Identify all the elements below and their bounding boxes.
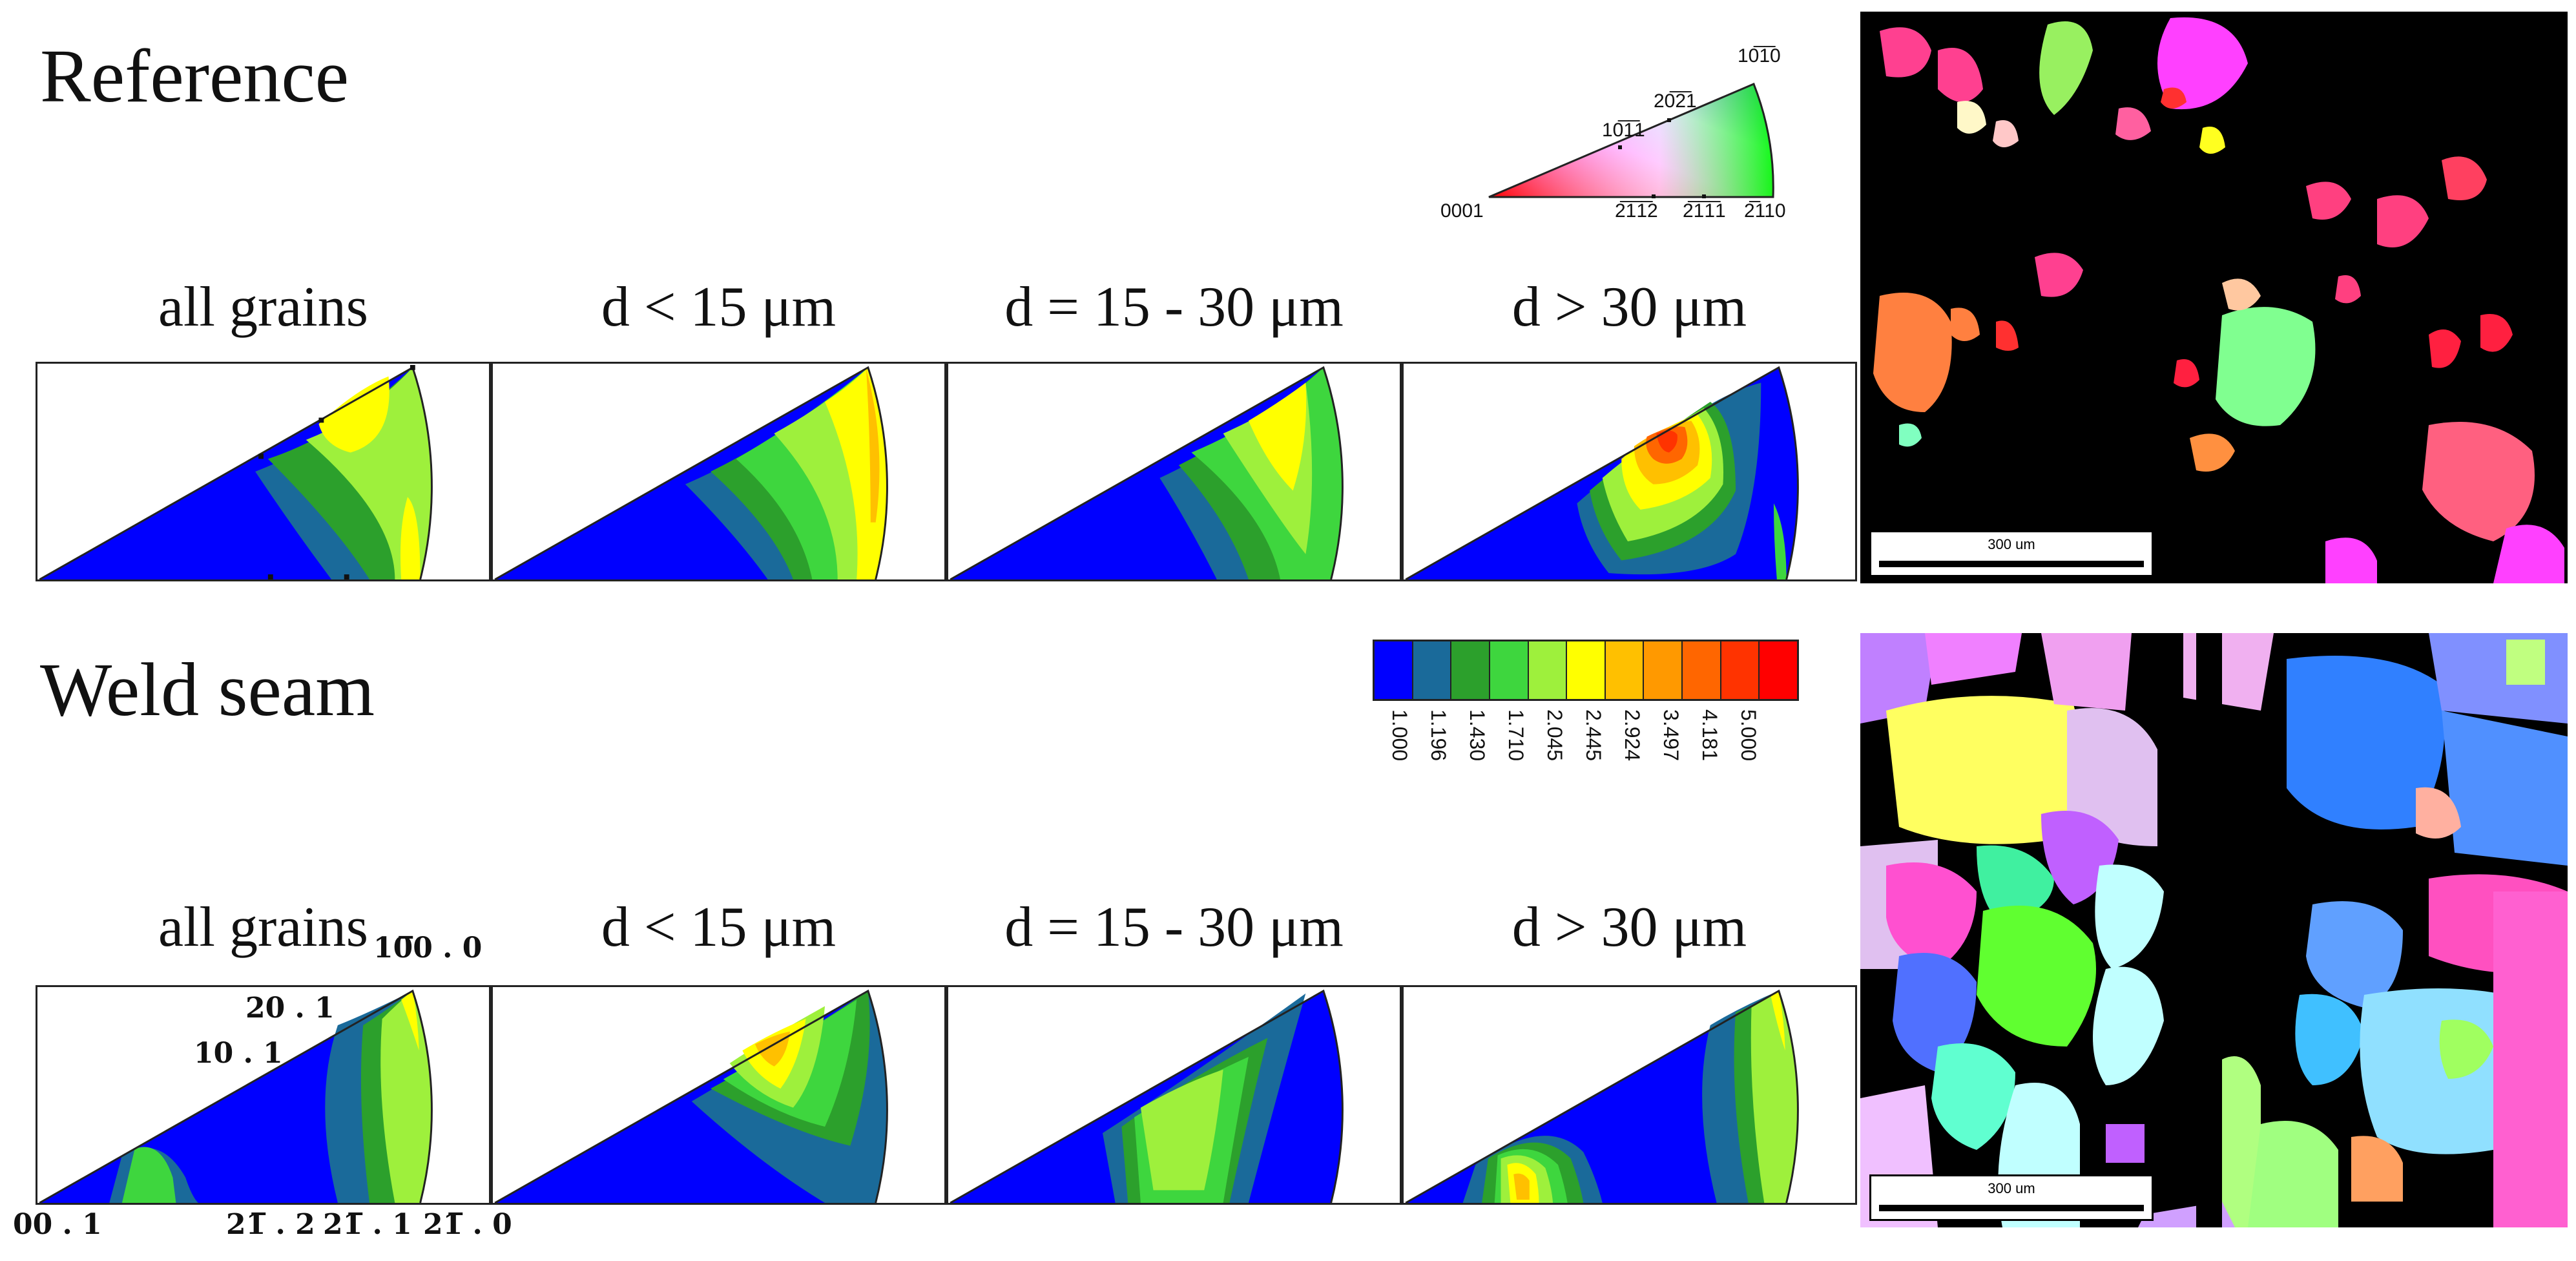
weld-ipf-all-grains: [36, 985, 491, 1205]
weld-label-gt30: d > 30 μm: [1511, 896, 1747, 959]
key-corner-origin: 0001: [1440, 200, 1484, 222]
legend-color-cell: [1451, 641, 1490, 699]
key-pole-label-2: 10̅1̅1: [1602, 120, 1645, 141]
legend-color-cell: [1490, 641, 1529, 699]
key-corner-top: 10̅1̅0: [1738, 45, 1781, 67]
ref-label-all-grains: all grains: [158, 276, 368, 339]
legend-color-cell: [1605, 641, 1645, 699]
weld-seam-title: Weld seam: [40, 647, 375, 732]
legend-value-label: 1.000: [1388, 709, 1411, 762]
legend-value-label: 3.497: [1659, 709, 1683, 762]
legend-value-label: 2.445: [1582, 709, 1605, 762]
reference-scale-bar: 300 um: [1869, 530, 2154, 577]
weld-axis-label-pole-1: 10 . 1: [194, 1037, 283, 1070]
weld-label-15-30: d = 15 - 30 μm: [1004, 896, 1344, 959]
legend-color-cell: [1644, 641, 1683, 699]
ref-ipf-gt30: [1402, 362, 1857, 581]
legend-color-cell: [1413, 641, 1452, 699]
legend-color-cell: [1567, 641, 1606, 699]
legend-color-cell: [1760, 641, 1798, 699]
legend-color-cell: [1375, 641, 1413, 699]
weld-ipf-lt15: [491, 985, 946, 1205]
weld-axis-label-origin: 00 . 1: [13, 1208, 102, 1241]
key-pole-label-4: 2̅1̅1̅1: [1683, 200, 1726, 222]
weld-ipf-gt30: [1402, 985, 1857, 1205]
legend-color-cell: [1528, 641, 1568, 699]
key-corner-bottom-right: 2̅110: [1744, 200, 1786, 222]
legend-value-label: 1.430: [1466, 709, 1489, 762]
weld-axis-label-bottom-3: 21̅ . 0: [423, 1208, 512, 1241]
weld-scale-label: 300 um: [1988, 1180, 2035, 1196]
ref-ipf-all-grains: [36, 362, 491, 581]
weld-axis-label-top: 10̅0 . 0: [373, 932, 483, 964]
legend-value-label: 5.000: [1737, 709, 1760, 762]
legend-value-label: 2.924: [1621, 709, 1644, 762]
ref-ipf-lt15: [491, 362, 946, 581]
legend-color-cell: [1721, 641, 1760, 699]
weld-axis-label-bottom-2: 21̅ . 1: [323, 1208, 412, 1241]
ref-ipf-15-30: [946, 362, 1402, 581]
ref-label-gt30: d > 30 μm: [1511, 276, 1747, 339]
ref-label-15-30: d = 15 - 30 μm: [1004, 276, 1344, 339]
reference-ebsd-map: 300 um: [1860, 12, 2568, 583]
weld-label-lt15: d < 15 μm: [601, 896, 836, 959]
legend-value-label: 1.196: [1427, 709, 1450, 762]
legend-value-label: 2.045: [1543, 709, 1566, 762]
weld-ipf-15-30: [946, 985, 1402, 1205]
weld-axis-label-bottom-1: 21̅ . 2: [226, 1208, 315, 1241]
ref-label-lt15: d < 15 μm: [601, 276, 836, 339]
weld-axis-label-pole-2: 20 . 1: [245, 992, 335, 1025]
weld-ebsd-map: 300 um: [1860, 633, 2568, 1227]
reference-scale-label: 300 um: [1988, 536, 2035, 552]
key-pole-label-3: 2̅1̅1̅2: [1615, 200, 1658, 222]
key-pole-label-1: 20̅2̅1: [1654, 90, 1697, 112]
intensity-legend-values: 1.000 1.196 1.430 1.710 2.045 2.445 2.924 3.497…: [1373, 704, 1799, 801]
legend-value-label: 1.710: [1504, 709, 1528, 762]
legend-color-cell: [1683, 641, 1721, 699]
ipf-color-key: [1488, 83, 1774, 198]
intensity-legend: [1373, 640, 1799, 701]
weld-label-all-grains: all grains: [158, 896, 368, 959]
weld-scale-bar: 300 um: [1869, 1174, 2154, 1221]
legend-value-label: 4.181: [1698, 709, 1721, 762]
reference-title: Reference: [40, 34, 349, 118]
